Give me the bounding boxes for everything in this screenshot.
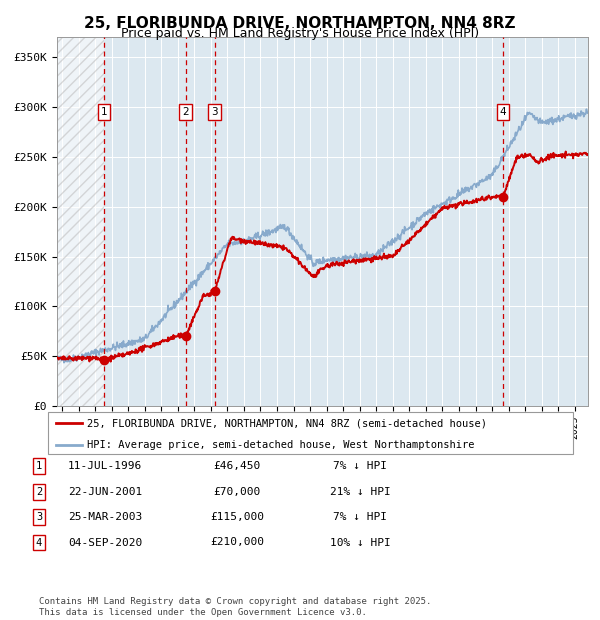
Text: 04-SEP-2020: 04-SEP-2020 bbox=[68, 538, 142, 547]
Text: Price paid vs. HM Land Registry's House Price Index (HPI): Price paid vs. HM Land Registry's House … bbox=[121, 27, 479, 40]
Text: £115,000: £115,000 bbox=[210, 512, 264, 522]
Text: 21% ↓ HPI: 21% ↓ HPI bbox=[329, 487, 391, 497]
Text: £46,450: £46,450 bbox=[214, 461, 260, 471]
Text: 2: 2 bbox=[182, 107, 189, 117]
Text: 7% ↓ HPI: 7% ↓ HPI bbox=[333, 512, 387, 522]
Text: 11-JUL-1996: 11-JUL-1996 bbox=[68, 461, 142, 471]
Text: £210,000: £210,000 bbox=[210, 538, 264, 547]
Text: 25, FLORIBUNDA DRIVE, NORTHAMPTON, NN4 8RZ: 25, FLORIBUNDA DRIVE, NORTHAMPTON, NN4 8… bbox=[84, 16, 516, 31]
Text: 4: 4 bbox=[36, 538, 42, 547]
Text: 1: 1 bbox=[101, 107, 107, 117]
Text: 3: 3 bbox=[36, 512, 42, 522]
Text: 1: 1 bbox=[36, 461, 42, 471]
Text: HPI: Average price, semi-detached house, West Northamptonshire: HPI: Average price, semi-detached house,… bbox=[88, 440, 475, 450]
Text: 10% ↓ HPI: 10% ↓ HPI bbox=[329, 538, 391, 547]
Text: Contains HM Land Registry data © Crown copyright and database right 2025.
This d: Contains HM Land Registry data © Crown c… bbox=[39, 598, 431, 617]
Bar bbox=[57, 37, 104, 406]
Text: £70,000: £70,000 bbox=[214, 487, 260, 497]
Text: 4: 4 bbox=[500, 107, 506, 117]
Text: 22-JUN-2001: 22-JUN-2001 bbox=[68, 487, 142, 497]
Text: 3: 3 bbox=[211, 107, 218, 117]
Text: 25-MAR-2003: 25-MAR-2003 bbox=[68, 512, 142, 522]
Text: 7% ↓ HPI: 7% ↓ HPI bbox=[333, 461, 387, 471]
FancyBboxPatch shape bbox=[48, 412, 573, 454]
Text: 25, FLORIBUNDA DRIVE, NORTHAMPTON, NN4 8RZ (semi-detached house): 25, FLORIBUNDA DRIVE, NORTHAMPTON, NN4 8… bbox=[88, 418, 487, 428]
Text: 2: 2 bbox=[36, 487, 42, 497]
